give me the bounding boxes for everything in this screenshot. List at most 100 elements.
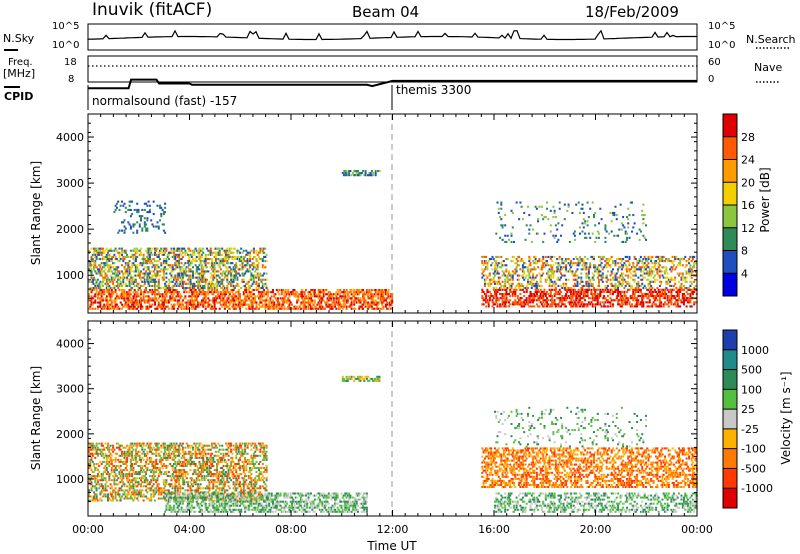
power-cell <box>183 305 186 308</box>
power-cell <box>390 299 392 302</box>
power-cell <box>268 305 271 308</box>
power-cell <box>203 280 206 283</box>
power-cell <box>258 291 260 294</box>
power-cell <box>301 297 304 300</box>
power-cell <box>511 211 514 214</box>
power-cell <box>162 299 165 302</box>
power-cell <box>575 295 578 298</box>
power-cell <box>496 305 499 308</box>
power-cell <box>653 280 656 283</box>
power-cell <box>147 260 150 263</box>
power-cell <box>118 247 121 250</box>
power-cell <box>117 305 120 308</box>
power-cell <box>96 307 99 310</box>
power-cell <box>506 234 509 237</box>
power-cell <box>263 255 266 258</box>
power-cell <box>250 305 253 308</box>
power-cell <box>114 274 117 277</box>
power-cell <box>217 253 220 256</box>
power-cell <box>556 303 559 306</box>
power-cell <box>167 307 170 310</box>
power-cell <box>568 262 571 265</box>
velocity-cell <box>99 485 102 488</box>
power-cell <box>118 284 121 287</box>
power-cell <box>381 293 384 296</box>
power-cell <box>660 260 663 263</box>
power-cell <box>96 270 99 273</box>
power-cell <box>173 251 175 254</box>
power-cell <box>165 247 168 250</box>
power-cell <box>148 258 151 261</box>
velocity-cell <box>94 452 97 455</box>
power-cell <box>595 288 598 291</box>
power-cell <box>249 291 252 294</box>
velocity-cell <box>105 456 108 459</box>
power-cell <box>660 295 663 298</box>
power-cell <box>490 258 493 261</box>
power-cell <box>310 299 312 302</box>
power-cell <box>620 284 623 287</box>
power-cell <box>377 289 380 292</box>
power-cell <box>369 172 372 175</box>
power-cell <box>252 274 255 277</box>
power-cell <box>147 299 150 302</box>
power-cell <box>653 290 656 293</box>
power-cell <box>520 260 523 263</box>
power-cell <box>549 278 552 281</box>
power-cell <box>178 253 181 256</box>
power-colorbar-tick-label: 4 <box>741 267 748 280</box>
power-cell <box>573 234 576 237</box>
power-cell <box>94 264 97 267</box>
power-cell <box>183 280 186 283</box>
power-cell <box>505 305 508 308</box>
power-cell <box>495 260 498 263</box>
power-cell <box>641 266 644 269</box>
power-cell <box>511 270 514 273</box>
power-cell <box>230 301 233 304</box>
power-cell <box>283 293 286 296</box>
power-cell <box>193 251 196 254</box>
power-cell <box>194 247 197 250</box>
power-cell <box>628 282 631 285</box>
power-cell <box>108 307 111 310</box>
power-cell <box>637 290 640 293</box>
power-cell <box>236 249 239 252</box>
power-cell <box>567 288 570 291</box>
power-cell <box>165 289 168 292</box>
power-cell <box>511 278 514 281</box>
power-cell <box>537 260 540 263</box>
power-cell <box>584 303 587 306</box>
power-cell <box>620 297 623 300</box>
power-cell <box>643 214 646 217</box>
power-cell <box>108 280 111 283</box>
power-cell <box>326 301 329 304</box>
power-cell <box>529 299 532 302</box>
power-cell <box>524 238 527 241</box>
power-cell <box>212 284 215 287</box>
power-cell <box>603 266 606 269</box>
power-cell <box>523 211 526 214</box>
power-cell <box>203 287 206 290</box>
power-cell <box>188 255 191 258</box>
power-cell <box>679 262 682 265</box>
power-cell <box>534 276 537 279</box>
power-cell <box>554 262 557 265</box>
power-cell <box>128 284 131 287</box>
power-cell <box>378 301 381 304</box>
power-cell <box>350 297 353 300</box>
power-cell <box>684 255 687 258</box>
power-cell <box>146 280 149 283</box>
power-cell <box>686 260 689 263</box>
power-cell <box>585 290 588 293</box>
power-cell <box>226 278 229 281</box>
power-cell <box>254 274 257 277</box>
power-cell <box>255 301 258 304</box>
power-cell <box>632 214 635 217</box>
power-cell <box>641 260 644 263</box>
power-cell <box>329 293 332 296</box>
power-cell <box>642 214 645 217</box>
power-cell <box>176 282 179 285</box>
power-cell <box>102 293 104 296</box>
power-cell <box>624 232 627 235</box>
power-cell <box>626 232 628 235</box>
